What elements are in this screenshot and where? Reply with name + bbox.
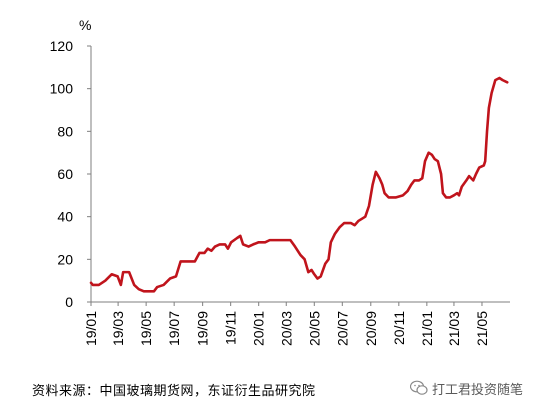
x-tick-label: 20/01	[251, 311, 267, 346]
x-tick-label: 20/11	[391, 311, 407, 345]
x-tick-label: 20/09	[363, 311, 379, 346]
x-tick-label: 20/03	[278, 311, 294, 346]
y-tick-label: 20	[57, 251, 73, 267]
x-tick-label: 19/09	[195, 311, 211, 346]
x-tick-label: 21/05	[474, 311, 490, 346]
watermark-text: 打工君投资随笔	[432, 382, 524, 398]
series-line	[89, 76, 509, 293]
y-tick-label: 0	[65, 294, 73, 310]
wechat-icon	[410, 380, 428, 395]
x-tick-label: 21/01	[419, 311, 435, 346]
x-tick-label: 19/05	[138, 311, 154, 346]
y-tick-label: 60	[57, 166, 73, 182]
y-tick-label: 40	[57, 209, 73, 225]
watermark: 打工君投资随笔	[410, 377, 523, 399]
x-tick-label: 21/03	[446, 311, 462, 346]
y-axis-ticks: 0 20 40 60 80 100 120	[50, 38, 91, 310]
x-tick-label: 19/07	[166, 311, 182, 346]
y-tick-label: 120	[50, 38, 74, 54]
y-axis-unit-label: %	[79, 17, 91, 33]
x-tick-label: 19/11	[223, 311, 239, 345]
x-tick-label: 19/01	[83, 311, 99, 346]
x-tick-label: 20/07	[334, 311, 350, 346]
y-tick-label: 100	[50, 81, 74, 97]
y-tick-label: 80	[57, 123, 73, 139]
x-tick-label: 20/05	[306, 311, 322, 346]
source-note: 资料来源：中国玻璃期货网，东证衍生品研究院	[32, 384, 316, 399]
x-tick-label: 19/03	[110, 311, 126, 346]
y-axis-unit-group: %	[79, 17, 91, 33]
x-axis-ticks: 19/01 19/03 19/05 19/07 19/09 19/11 20/01 20/03…	[83, 302, 490, 346]
